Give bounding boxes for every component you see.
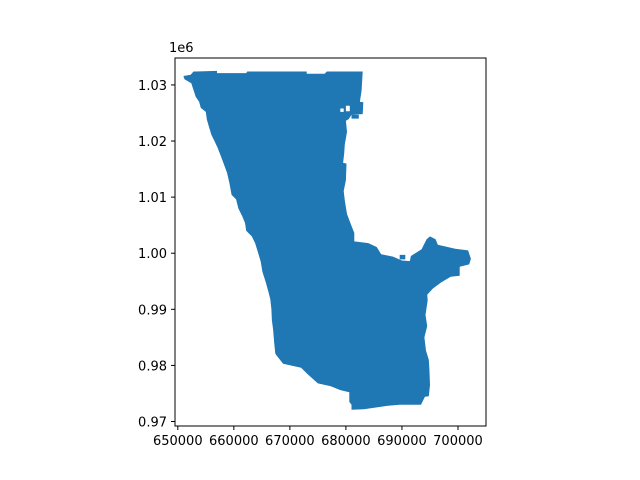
y-tick-label: 1.02: [138, 135, 167, 150]
y-axis: 0.97 0.98 0.99 1.00 1.01 1.02 1.03: [138, 79, 175, 431]
plot-area: [183, 70, 471, 410]
y-tick-label: 1.03: [138, 79, 167, 94]
x-tick-label: 650000: [153, 434, 203, 449]
y-tick-label: 0.99: [138, 303, 167, 318]
x-tick-label: 670000: [265, 434, 315, 449]
x-tick-label: 660000: [209, 434, 259, 449]
x-axis: 650000 660000 670000 680000 690000 700000: [153, 426, 483, 449]
x-tick-label: 700000: [433, 434, 483, 449]
y-tick-label: 1.00: [138, 247, 167, 262]
x-tick-label: 680000: [321, 434, 371, 449]
y-axis-offset-label: 1e6: [169, 41, 194, 56]
data-polygon: [183, 70, 471, 410]
y-tick-label: 0.97: [138, 416, 167, 431]
y-tick-label: 0.98: [138, 359, 167, 374]
axes-frame: [174, 57, 487, 427]
y-tick-label: 1.01: [138, 191, 167, 206]
x-tick-label: 690000: [377, 434, 427, 449]
